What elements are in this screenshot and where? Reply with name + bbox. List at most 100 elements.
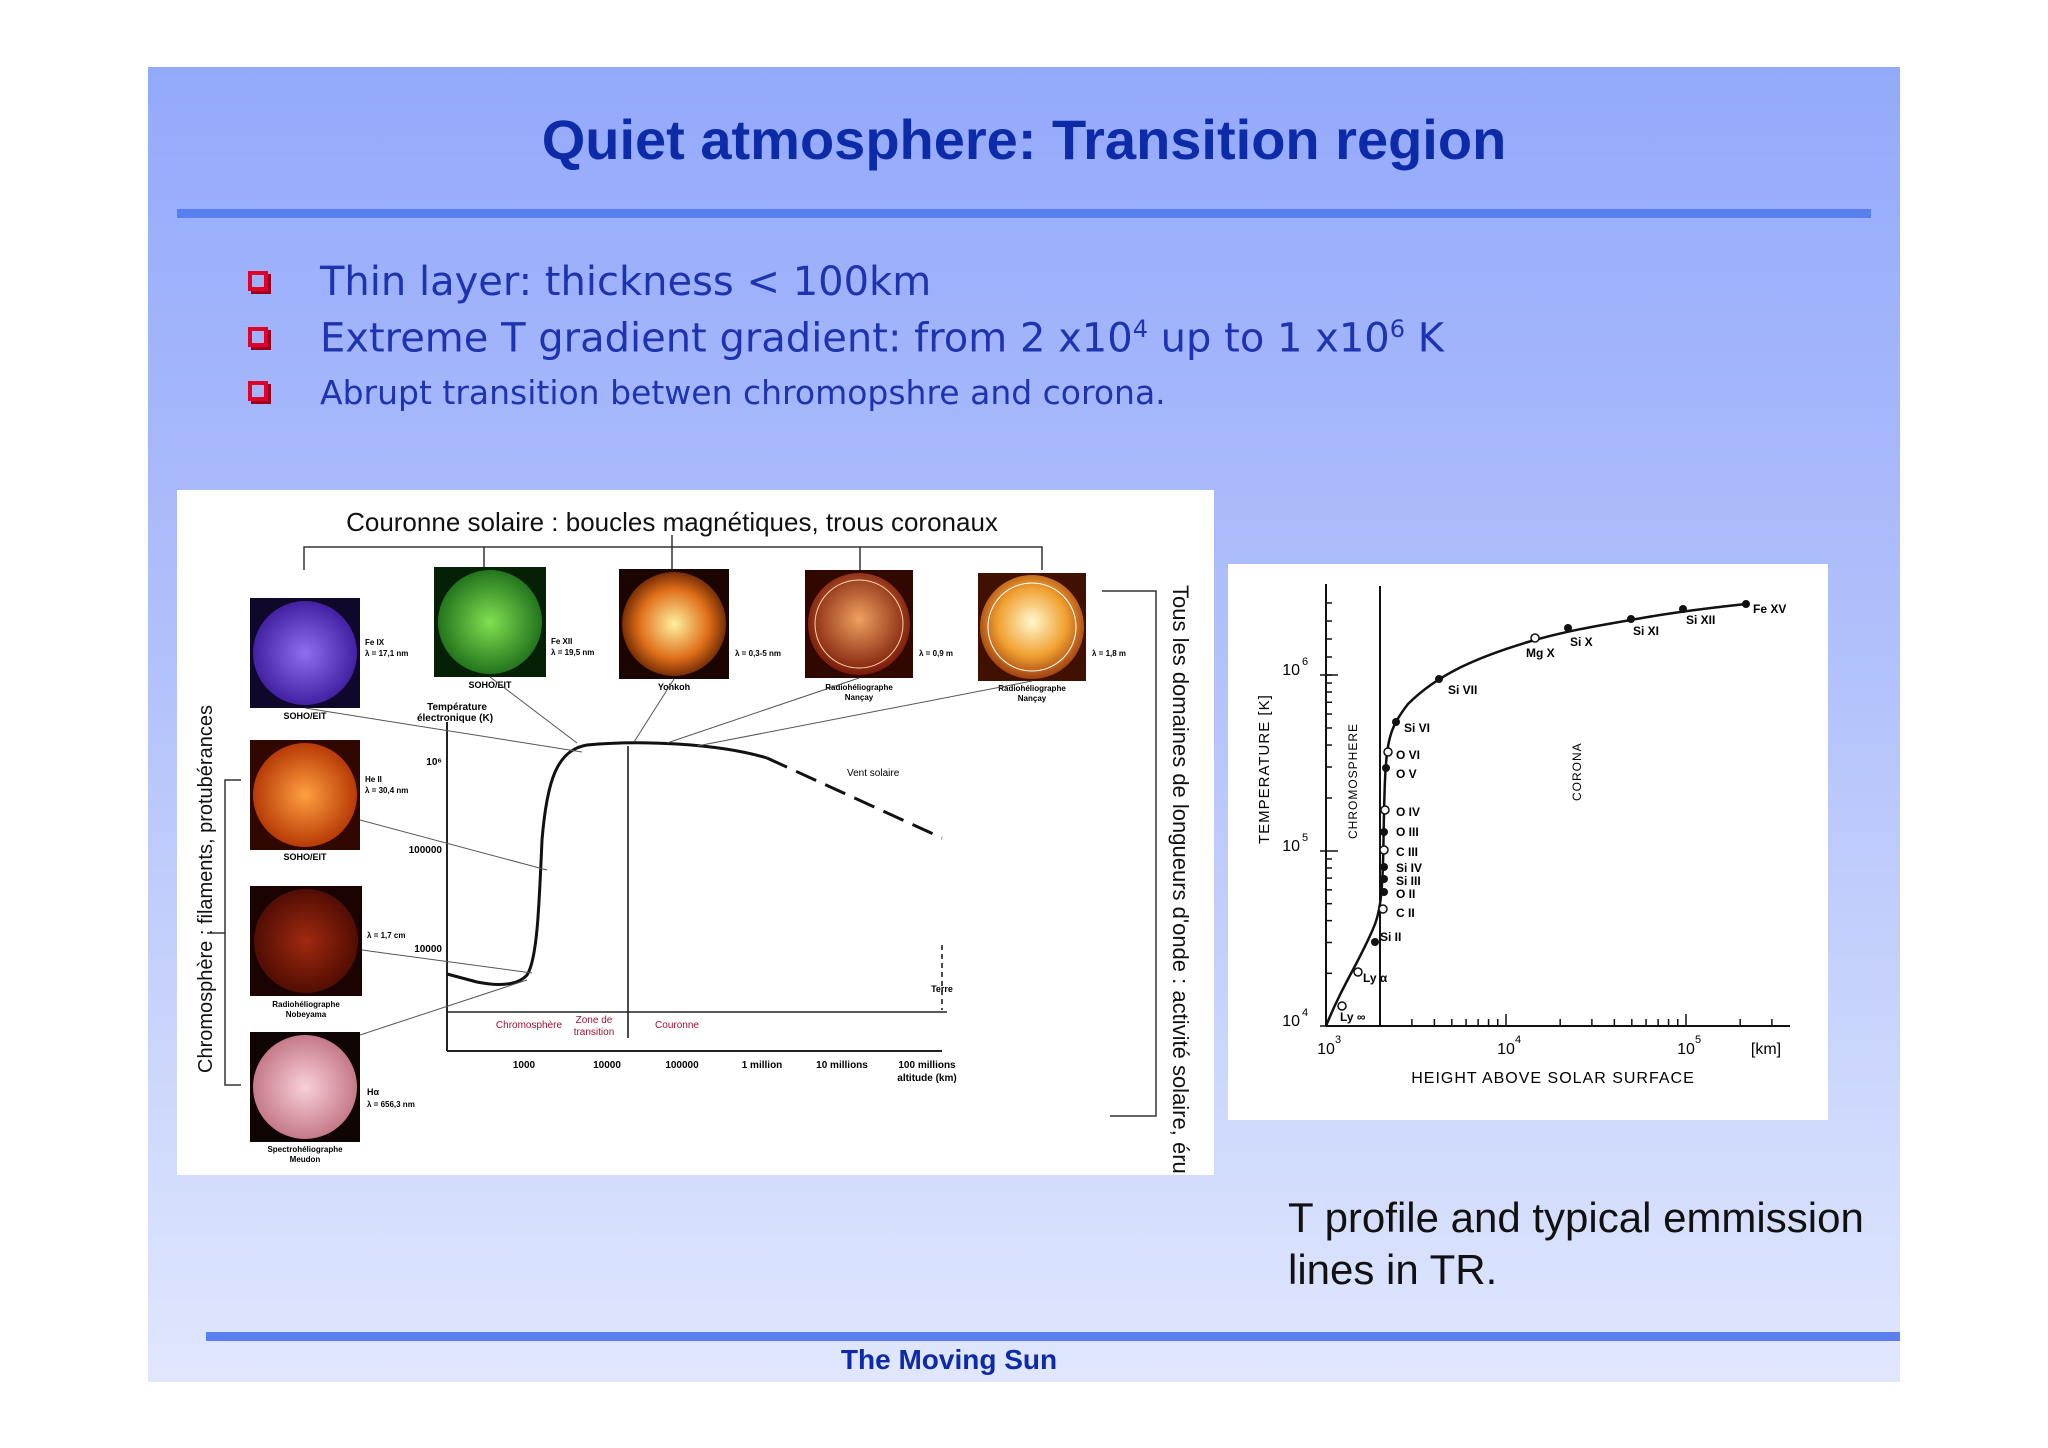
svg-text:O III: O III bbox=[1396, 825, 1419, 839]
title-bracket bbox=[303, 535, 1043, 570]
bullet-marker-icon bbox=[248, 327, 268, 347]
svg-text:λ = 1,7 cm: λ = 1,7 cm bbox=[367, 931, 405, 940]
svg-text:altitude (km): altitude (km) bbox=[897, 1073, 956, 1084]
svg-text:Si II: Si II bbox=[1380, 930, 1401, 944]
svg-text:O IV: O IV bbox=[1396, 805, 1420, 819]
svg-text:CHROMOSPHERE: CHROMOSPHERE bbox=[1346, 723, 1360, 839]
image-nobeyama: Radiohéliographe Nobeyama λ = 1,7 cm bbox=[250, 886, 405, 1019]
bullet-marker-icon bbox=[248, 271, 268, 291]
svg-text:λ = 19,5 nm: λ = 19,5 nm bbox=[551, 648, 594, 657]
footer-divider bbox=[206, 1332, 1900, 1341]
svg-text:10: 10 bbox=[1282, 662, 1300, 679]
svg-text:He II: He II bbox=[365, 775, 382, 784]
temperature-profile-svg: 10 6 10 5 10 4 TEMPERATURE [K] 10 3 10 4… bbox=[1256, 584, 1790, 1087]
svg-text:10: 10 bbox=[1317, 1041, 1335, 1058]
image-yohkoh: Yohkoh λ = 0,3-5 nm bbox=[619, 569, 781, 692]
svg-text:Vent solaire: Vent solaire bbox=[847, 768, 900, 779]
svg-text:Radiohéliographe: Radiohéliographe bbox=[272, 1000, 340, 1009]
svg-text:5: 5 bbox=[1695, 1034, 1701, 1046]
left-vertical-label: Chromosphère : filaments, protubérances bbox=[195, 705, 217, 1073]
svg-text:C III: C III bbox=[1396, 845, 1418, 859]
svg-text:λ = 1,8 m: λ = 1,8 m bbox=[1092, 649, 1126, 658]
svg-text:λ = 0,3-5 nm: λ = 0,3-5 nm bbox=[735, 649, 781, 658]
svg-text:λ = 30,4 nm: λ = 30,4 nm bbox=[365, 786, 408, 795]
svg-text:1000: 1000 bbox=[513, 1060, 536, 1071]
right-xlabel: HEIGHT ABOVE SOLAR SURFACE bbox=[1411, 1070, 1695, 1087]
svg-text:O II: O II bbox=[1396, 887, 1415, 901]
footer-text: The Moving Sun bbox=[840, 1344, 1058, 1375]
svg-text:transition: transition bbox=[574, 1027, 615, 1038]
svg-text:Nobeyama: Nobeyama bbox=[286, 1010, 327, 1019]
svg-text:5: 5 bbox=[1302, 832, 1308, 844]
svg-text:Hα: Hα bbox=[367, 1087, 379, 1097]
image-h-alpha: Spectrohéliographe Meudon Hα λ = 656,3 n… bbox=[250, 1032, 415, 1164]
svg-text:10: 10 bbox=[1282, 838, 1300, 855]
svg-text:100000: 100000 bbox=[665, 1060, 699, 1071]
svg-text:Fe XV: Fe XV bbox=[1753, 602, 1786, 616]
svg-text:SOHO/EIT: SOHO/EIT bbox=[468, 680, 512, 690]
image-radio-18: Radiohéliographe Nançay λ = 1,8 m bbox=[978, 573, 1126, 703]
svg-text:Si III: Si III bbox=[1396, 874, 1421, 888]
svg-text:Température: Température bbox=[427, 702, 487, 713]
bullet-marker-icon bbox=[248, 381, 268, 401]
svg-text:Nançay: Nançay bbox=[845, 693, 874, 702]
svg-text:Couronne: Couronne bbox=[655, 1020, 699, 1031]
svg-text:CORONA: CORONA bbox=[1570, 742, 1584, 801]
figure-title: Couronne solaire : boucles magnétiques, … bbox=[346, 507, 998, 537]
svg-text:O VI: O VI bbox=[1396, 748, 1420, 762]
svg-text:10000: 10000 bbox=[593, 1060, 621, 1071]
svg-text:Radiohéliographe: Radiohéliographe bbox=[825, 683, 893, 692]
svg-text:Nançay: Nançay bbox=[1018, 694, 1047, 703]
svg-text:10000: 10000 bbox=[414, 944, 442, 955]
svg-text:SOHO/EIT: SOHO/EIT bbox=[283, 852, 327, 862]
svg-text:6: 6 bbox=[1302, 656, 1308, 668]
svg-text:λ = 656,3 nm: λ = 656,3 nm bbox=[367, 1100, 415, 1109]
svg-text:Spectrohéliographe: Spectrohéliographe bbox=[267, 1145, 343, 1154]
svg-text:C II: C II bbox=[1396, 906, 1415, 920]
svg-text:électronique (K): électronique (K) bbox=[417, 713, 493, 724]
svg-text:Si VI: Si VI bbox=[1404, 721, 1430, 735]
svg-text:Yohkoh: Yohkoh bbox=[658, 682, 690, 692]
svg-text:Fe XII: Fe XII bbox=[551, 637, 572, 646]
svg-text:Si IV: Si IV bbox=[1396, 861, 1422, 875]
svg-text:100000: 100000 bbox=[409, 845, 443, 856]
svg-text:4: 4 bbox=[1302, 1007, 1308, 1019]
svg-text:λ = 0,9 m: λ = 0,9 m bbox=[919, 649, 953, 658]
svg-text:3: 3 bbox=[1335, 1034, 1341, 1046]
svg-text:Terre: Terre bbox=[931, 984, 953, 994]
figure-caption: T profile and typical emmission lines in… bbox=[1288, 1194, 1864, 1293]
title-divider bbox=[177, 209, 1871, 218]
slide-title: Quiet atmosphere: Transition region bbox=[541, 108, 1507, 171]
svg-text:Ly ∞: Ly ∞ bbox=[1340, 1010, 1365, 1024]
svg-text:λ = 17,1 nm: λ = 17,1 nm bbox=[365, 649, 408, 658]
svg-text:O V: O V bbox=[1396, 767, 1417, 781]
svg-text:Zone de: Zone de bbox=[576, 1015, 613, 1026]
solar-atmosphere-svg: Couronne solaire : boucles magnétiques, … bbox=[195, 507, 1193, 1232]
svg-text:Mg X: Mg X bbox=[1526, 646, 1555, 660]
right-vertical-label: Tous les domaines de longueurs d'onde : … bbox=[1168, 585, 1193, 1175]
solar-atmosphere-figure: Couronne solaire : boucles magnétiques, … bbox=[177, 490, 1214, 1232]
image-fe-ix: SOHO/EIT Fe IX λ = 17,1 nm bbox=[250, 598, 408, 721]
svg-text:Radiohéliographe: Radiohéliographe bbox=[998, 684, 1066, 693]
svg-text:10⁶: 10⁶ bbox=[426, 757, 442, 768]
image-he-ii: SOHO/EIT He II λ = 30,4 nm bbox=[250, 740, 408, 862]
svg-text:SOHO/EIT: SOHO/EIT bbox=[283, 711, 327, 721]
slide: Quiet atmosphere: Transition region Thin… bbox=[148, 67, 1900, 1382]
svg-text:100 millions: 100 millions bbox=[898, 1060, 956, 1071]
svg-text:Ly α: Ly α bbox=[1363, 971, 1388, 985]
svg-text:Si VII: Si VII bbox=[1448, 683, 1477, 697]
svg-text:Fe IX: Fe IX bbox=[365, 638, 385, 647]
svg-text:1 million: 1 million bbox=[742, 1060, 783, 1071]
svg-text:10 millions: 10 millions bbox=[816, 1060, 868, 1071]
right-ylabel: TEMPERATURE [K] bbox=[1256, 694, 1273, 844]
svg-text:[km]: [km] bbox=[1751, 1041, 1781, 1058]
svg-text:10: 10 bbox=[1497, 1041, 1515, 1058]
svg-text:Si XI: Si XI bbox=[1633, 624, 1659, 638]
svg-text:10: 10 bbox=[1677, 1041, 1695, 1058]
image-fe-xii: SOHO/EIT Fe XII λ = 19,5 nm bbox=[434, 567, 594, 690]
temperature-profile-figure: 10 6 10 5 10 4 TEMPERATURE [K] 10 3 10 4… bbox=[1228, 564, 1828, 1120]
svg-text:10: 10 bbox=[1282, 1013, 1300, 1030]
svg-text:4: 4 bbox=[1515, 1034, 1521, 1046]
svg-text:Si X: Si X bbox=[1570, 635, 1593, 649]
svg-text:Meudon: Meudon bbox=[290, 1155, 321, 1164]
